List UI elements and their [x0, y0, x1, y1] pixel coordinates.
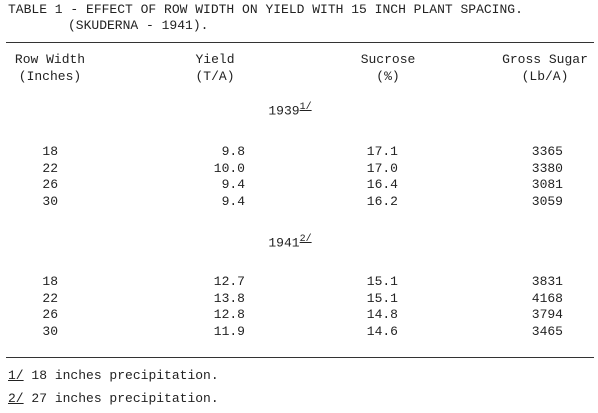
cell: 18 — [42, 274, 58, 289]
cell: 3365 — [531, 144, 563, 159]
footnote-ref: 1/ — [299, 102, 312, 113]
column-header: (Lb/A) — [521, 69, 569, 84]
column-header: Sucrose — [360, 52, 416, 67]
cell: 13.8 — [213, 290, 245, 306]
cell: 17.0 — [366, 160, 398, 176]
cell: 26 — [42, 177, 58, 192]
cell: 14.6 — [366, 323, 398, 339]
cell: 3059 — [531, 193, 563, 209]
footnote: 1/ 18 inches precipitation. — [8, 368, 219, 384]
title-line: TABLE 1 - EFFECT OF ROW WIDTH ON YIELD W… — [8, 2, 523, 17]
year: 1941 — [268, 235, 300, 251]
cell: 3081 — [531, 177, 563, 192]
cell: 9.4 — [221, 177, 245, 192]
cell: 9.8 — [221, 144, 245, 159]
cell: 17.1 — [366, 144, 398, 159]
rule — [6, 42, 594, 43]
cell: 12.7 — [213, 274, 245, 289]
cell: 11.9 — [213, 323, 245, 339]
cell: 30 — [42, 323, 58, 339]
footnote-text: 18 inches precipitation. — [31, 368, 219, 383]
cell: 12.8 — [213, 307, 245, 322]
cell: 9.4 — [221, 193, 245, 209]
column-header: Row Width — [14, 52, 86, 67]
rule — [6, 357, 594, 358]
cell: 3831 — [531, 274, 563, 289]
footnote-mark: 1/ — [8, 368, 24, 383]
cell: 22 — [42, 160, 58, 176]
cell: 16.4 — [366, 177, 398, 192]
cell: 3380 — [531, 160, 563, 176]
year: 1939 — [268, 103, 300, 119]
cell: 30 — [42, 193, 58, 209]
cell: 26 — [42, 307, 58, 322]
footnote-text: 27 inches precipitation. — [31, 391, 219, 406]
cell: 22 — [42, 290, 58, 306]
column-header: (%) — [376, 69, 400, 84]
footnote-mark: 2/ — [8, 391, 24, 406]
footnote-ref: 2/ — [299, 234, 312, 245]
cell: 3794 — [531, 307, 563, 322]
cell: 16.2 — [366, 193, 398, 209]
cell: 14.8 — [366, 307, 398, 322]
column-header: Yield — [195, 52, 235, 67]
column-header: (Inches) — [18, 69, 82, 84]
footnote: 2/ 27 inches precipitation. — [8, 391, 219, 407]
column-header: (T/A) — [195, 69, 235, 84]
section-heading: 19391/ — [230, 100, 350, 119]
cell: 15.1 — [366, 290, 398, 306]
title-line: (SKUDERNA - 1941). — [68, 18, 209, 33]
cell: 10.0 — [213, 160, 245, 176]
column-header: Gross Sugar — [502, 52, 588, 67]
cell: 3465 — [531, 323, 563, 339]
cell: 15.1 — [366, 274, 398, 289]
cell: 4168 — [531, 290, 563, 306]
section-heading: 19412/ — [230, 232, 350, 251]
cell: 18 — [42, 144, 58, 159]
